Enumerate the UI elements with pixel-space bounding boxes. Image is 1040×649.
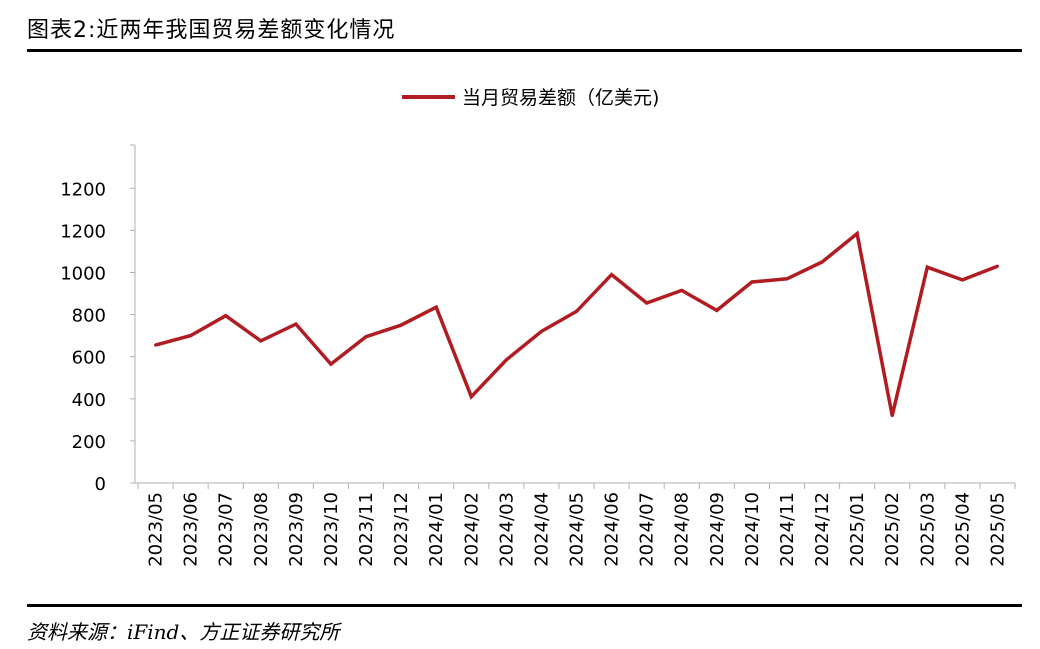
data-point [960,278,964,282]
x-tick-label: 2023/10 [321,492,342,567]
data-point [645,301,649,305]
x-tick-label: 2024/01 [426,492,447,567]
data-point [329,362,333,366]
data-point [890,414,894,418]
x-tick-label: 2023/09 [286,492,307,567]
x-tick-label: 2025/04 [952,492,973,567]
figure-title: 图表2:近两年我国贸易差额变化情况 [27,18,396,43]
chart-series [154,230,999,418]
data-point [715,308,719,312]
top-rule [27,49,1022,52]
data-point [469,395,473,399]
x-tick-label: 2025/03 [917,492,938,567]
x-tick-label: 2024/03 [496,492,517,567]
x-tick-label: 2023/07 [216,492,237,567]
data-point [259,339,263,343]
x-tick-label: 2024/05 [567,492,588,567]
data-point [995,264,999,268]
x-tick-label: 2024/09 [707,492,728,567]
x-tick-label: 2023/08 [251,492,272,567]
x-tick-label: 2024/02 [461,492,482,567]
x-tick-label: 2023/05 [146,492,167,567]
x-tick-label: 2025/01 [847,492,868,567]
y-tick-label: 1200 [60,221,106,242]
x-tick-label: 2023/06 [181,492,202,567]
data-point [364,335,368,339]
x-tick-label: 2025/02 [882,492,903,567]
data-point [750,280,754,284]
chart-axes: 0 200 400 600 800 1000 1200 1200 2023/05 2023/06 2… [60,144,1016,567]
data-point [680,288,684,292]
x-tick-label: 2024/12 [812,492,833,567]
series-line [155,230,999,417]
x-tick-label: 2024/08 [672,492,693,567]
legend-label: 当月贸易差额（亿美元) [462,87,659,109]
source-note: 资料来源：iFind、方正证券研究所 [27,620,340,644]
data-point [399,323,403,327]
x-tick-label: 2024/06 [602,492,623,567]
y-tick-label: 600 [72,348,106,369]
x-tick-label: 2024/04 [531,492,552,567]
chart-legend: 当月贸易差额（亿美元) [402,87,659,109]
data-point [154,343,158,347]
data-point [294,322,298,326]
y-tick-label: 800 [72,306,106,327]
y-tick-label: 0 [95,474,106,495]
y-tick-label: 400 [72,390,106,411]
data-point [434,305,438,309]
data-point [539,329,543,333]
data-point [925,265,929,269]
data-point [504,358,508,362]
bottom-rule [27,604,1022,607]
x-tick-label: 2024/07 [637,492,658,567]
data-point [820,260,824,264]
data-point [610,273,614,277]
x-tick-label: 2024/10 [742,492,763,567]
x-tick-label: 2023/12 [391,492,412,567]
x-tick-label: 2024/11 [777,492,798,567]
y-tick-label: 200 [72,432,106,453]
y-tick-label: 1000 [60,264,106,285]
x-tick-label: 2025/05 [987,492,1008,567]
data-point [575,309,578,313]
data-point [785,277,789,281]
y-tick-label: 1200 [60,179,106,200]
data-point [224,314,228,318]
x-tick-label: 2023/11 [356,492,377,567]
data-point [189,334,193,338]
data-point [855,232,859,236]
